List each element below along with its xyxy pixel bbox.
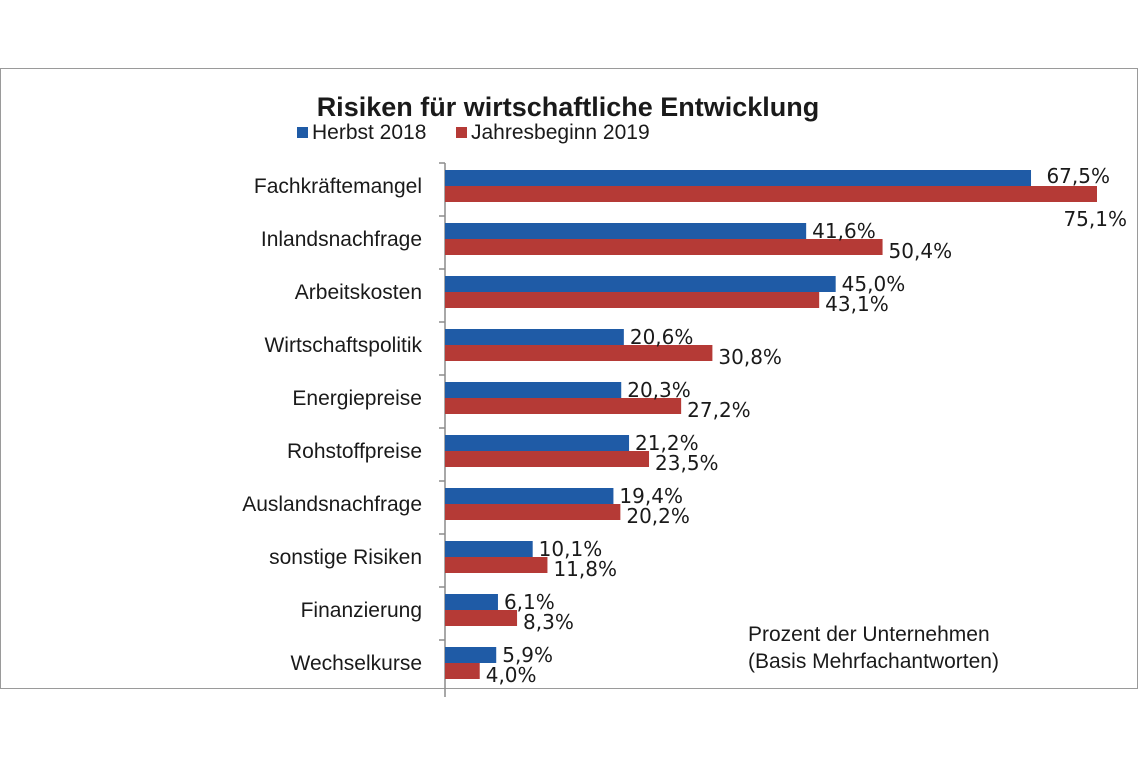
value-label-herbst-2018-arbeitskosten: 45,0% [842,272,906,296]
value-label-jahresbeginn-2019-energiepreise: 27,2% [687,398,751,422]
value-label-herbst-2018-inlandsnachfrage: 41,6% [812,219,876,243]
category-label-sonstige-risiken: sonstige Risiken [269,546,422,569]
legend-label-herbst-2018: Herbst 2018 [312,121,426,144]
value-label-herbst-2018-sonstige-risiken: 10,1% [539,537,603,561]
value-label-herbst-2018-energiepreise: 20,3% [627,378,691,402]
category-label-inlandsnachfrage: Inlandsnachfrage [261,228,422,251]
bar-herbst-2018-inlandsnachfrage [445,223,807,239]
category-label-arbeitskosten: Arbeitskosten [295,281,422,304]
value-label-jahresbeginn-2019-finanzierung: 8,3% [523,610,574,634]
value-label-herbst-2018-finanzierung: 6,1% [504,590,555,614]
bar-herbst-2018-energiepreise [445,382,622,398]
value-label-jahresbeginn-2019-wirtschaftspolitik: 30,8% [718,345,782,369]
bar-jahresbeginn-2019-arbeitskosten [445,292,820,308]
value-label-herbst-2018-auslandsnachfrage: 19,4% [619,484,683,508]
value-label-jahresbeginn-2019-arbeitskosten: 43,1% [825,292,889,316]
bar-herbst-2018-fachkraeftemangel [445,170,1032,186]
bar-herbst-2018-wirtschaftspolitik [445,329,624,345]
bar-jahresbeginn-2019-fachkraeftemangel [445,186,1097,202]
value-label-herbst-2018-rohstoffpreise: 21,2% [635,431,699,455]
bar-jahresbeginn-2019-rohstoffpreise [445,451,650,467]
category-label-energiepreise: Energiepreise [292,387,422,410]
bar-herbst-2018-rohstoffpreise [445,435,630,451]
bar-jahresbeginn-2019-inlandsnachfrage [445,239,883,255]
chart-note-line-2: (Basis Mehrfachantworten) [748,650,999,673]
value-label-jahresbeginn-2019-wechselkurse: 4,0% [486,663,537,687]
legend-swatch-herbst-2018 [297,127,308,138]
legend-label-jahresbeginn-2019: Jahresbeginn 2019 [471,121,650,144]
value-label-herbst-2018-fachkraeftemangel: 67,5% [1046,164,1110,188]
category-label-wechselkurse: Wechselkurse [291,652,423,675]
bar-jahresbeginn-2019-auslandsnachfrage [445,504,621,520]
bar-jahresbeginn-2019-sonstige-risiken [445,557,548,573]
value-label-herbst-2018-wechselkurse: 5,9% [502,643,553,667]
bar-herbst-2018-sonstige-risiken [445,541,533,557]
bar-jahresbeginn-2019-wirtschaftspolitik [445,345,713,361]
chart-note-line-1: Prozent der Unternehmen [748,623,990,646]
bar-jahresbeginn-2019-wechselkurse [445,663,480,679]
category-label-rohstoffpreise: Rohstoffpreise [287,440,422,463]
bar-herbst-2018-finanzierung [445,594,498,610]
value-label-jahresbeginn-2019-inlandsnachfrage: 50,4% [889,239,953,263]
legend-swatch-jahresbeginn-2019 [456,127,467,138]
chart-frame [0,68,1138,689]
category-label-auslandsnachfrage: Auslandsnachfrage [242,493,422,516]
bar-herbst-2018-wechselkurse [445,647,497,663]
value-label-herbst-2018-wirtschaftspolitik: 20,6% [630,325,694,349]
value-label-jahresbeginn-2019-auslandsnachfrage: 20,2% [626,504,690,528]
value-label-jahresbeginn-2019-rohstoffpreise: 23,5% [655,451,719,475]
value-label-jahresbeginn-2019-fachkraeftemangel: 75,1% [1063,207,1127,231]
category-label-wirtschaftspolitik: Wirtschaftspolitik [264,334,422,357]
bar-jahresbeginn-2019-finanzierung [445,610,518,626]
bar-jahresbeginn-2019-energiepreise [445,398,682,414]
bar-herbst-2018-arbeitskosten [445,276,836,292]
category-label-fachkraeftemangel: Fachkräftemangel [254,175,422,198]
category-label-finanzierung: Finanzierung [301,599,422,622]
chart-title: Risiken für wirtschaftliche Entwicklung [317,92,820,122]
value-label-jahresbeginn-2019-sonstige-risiken: 11,8% [553,557,617,581]
bar-herbst-2018-auslandsnachfrage [445,488,614,504]
